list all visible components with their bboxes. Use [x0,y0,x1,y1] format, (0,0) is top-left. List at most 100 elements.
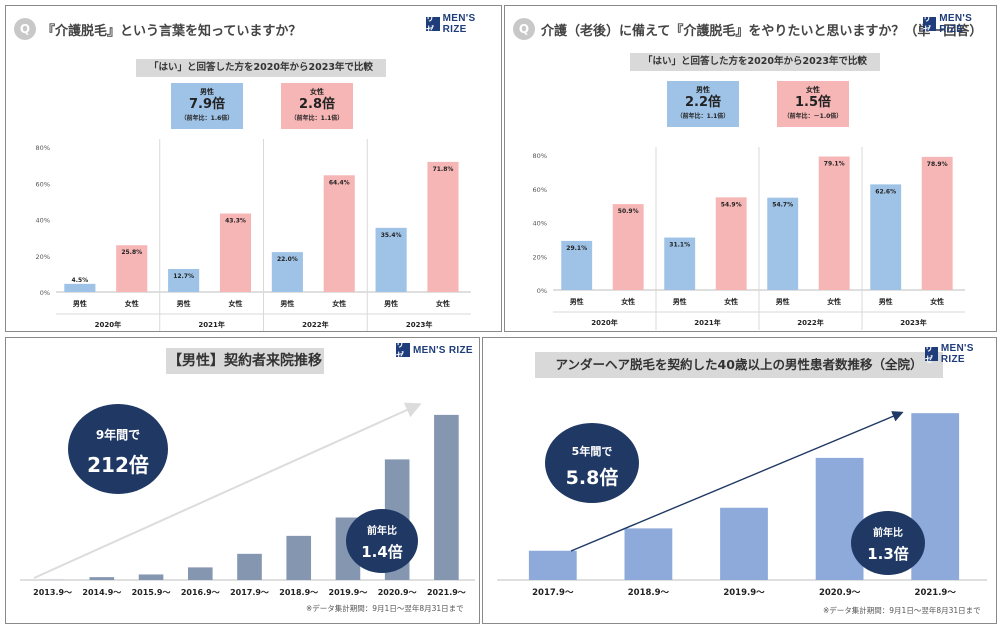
sub-category-label: 男性 [879,297,893,306]
category-label: 2022年 [797,318,823,327]
male-ratio-box: 男性 2.2倍 （前年比：1.1倍） [667,81,739,127]
yoy-label: 前年比 [873,528,903,539]
category-label: 2014.9～ [82,588,121,597]
category-label: 2016.9～ [181,588,220,597]
bar [528,550,577,580]
category-label: 2023年 [406,320,432,329]
yoy-value: 1.3倍 [867,545,909,563]
compare-caption: 「はい」と回答した方を2020年から2023年で比較 [630,53,880,71]
female-ratio-label: 女性 [310,88,324,96]
data-period-note: ※データ集計期間：9月1日～翌年8月31日まで [306,604,464,613]
logo-name: MEN'S RIZE [442,13,476,35]
female-ratio-value: 2.8倍 [298,97,336,112]
yoy-growth-badge: 前年比 1.3倍 [851,511,925,575]
logo-name: MEN'S RIZE [939,13,973,35]
sub-category-label: 男性 [776,297,790,306]
bar-女性 [612,204,644,290]
bar [624,528,673,580]
y-tick-label: 0% [537,287,547,295]
logo-name: MEN'S RIZE [413,344,473,356]
male-ratio-value: 2.2倍 [684,95,722,110]
question-text: 介護（老後）に備えて『介護脱毛』をやりたいと思いますか？（単一回答） [541,23,983,39]
panel-underhair-40plus: アンダーヘア脱毛を契約した40歳以上の男性患者数推移（全院） リゼ MEN'S … [482,337,997,624]
data-label: 79.1% [824,161,845,168]
category-label: 2020.9～ [378,588,417,597]
bar-女性 [323,175,355,292]
logo-mark: リゼ [426,14,440,34]
bar-女性 [427,161,459,292]
data-label: 62.6% [875,188,896,195]
category-label: 2018.9～ [279,588,318,597]
male-visits-chart: 2013.9～ 2014.9～ 2015.9～ 2016.9～ 2017.9～ 2018.… [20,402,475,597]
panel-title: アンダーヘア脱毛を契約した40歳以上の男性患者数推移（全院） [535,352,943,378]
five-year-growth-badge: 5年間で 5.8倍 [545,423,639,503]
data-label: 54.7% [772,202,793,209]
q-badge: Q [513,18,535,40]
bar [89,577,115,580]
male-ratio-label: 男性 [200,88,214,96]
data-label: 54.9% [721,201,742,208]
y-tick-label: 60% [533,186,547,194]
logo-mark: リゼ [396,340,410,360]
bar [187,567,213,580]
male-ratio-note: （前年比：1.1倍） [676,113,730,120]
panel-awareness: Q 『介護脱毛』という言葉を知っていますか？ リゼ MEN'S RIZE 「はい… [5,5,502,332]
data-label: 22.0% [277,256,298,263]
data-label: 4.5% [72,277,89,284]
sub-category-label: 女性 [930,297,944,306]
bar-男性 [561,240,593,290]
sub-category-label: 女性 [228,299,242,308]
question-header: Q 介護（老後）に備えて『介護脱毛』をやりたいと思いますか？（単一回答） [513,16,982,42]
bar [138,574,164,580]
male-ratio-value: 7.9倍 [188,97,226,112]
bar-女性 [219,213,252,292]
female-ratio-note: （前年比：－1.0倍） [783,113,843,120]
panel-title: 【男性】契約者来院推移 [166,348,324,374]
brand-logo: リゼ MEN'S RIZE [923,13,996,35]
category-label: 2021.9～ [427,588,466,597]
desire-chart: 0% 20% 40% 60% 80% 29.1% 男性 50.9% 女性 2020年 31.1% 男性… [533,147,965,330]
y-tick-label: 40% [533,220,547,228]
sub-category-label: 男性 [177,299,191,308]
bar-女性 [116,245,148,292]
yoy-growth-badge: 前年比 1.4倍 [346,509,418,573]
logo-name: MEN'S RIZE [940,343,974,365]
data-label: 43.3% [225,218,246,225]
category-label: 2021年 [694,318,720,327]
compare-caption: 「はい」と回答した方を2020年から2023年で比較 [136,59,386,77]
sub-category-label: 男性 [384,299,398,308]
sub-category-label: 男性 [280,299,294,308]
sub-category-label: 女性 [827,297,841,306]
data-label: 50.9% [618,208,639,215]
data-label: 12.7% [173,273,194,280]
male-ratio-label: 男性 [696,86,710,94]
female-ratio-label: 女性 [806,86,820,94]
logo-mark: リゼ [925,344,938,364]
sub-category-label: 男性 [673,297,687,306]
y-tick-label: 40% [36,217,50,225]
y-tick-label: 0% [40,289,50,297]
question-header: Q 『介護脱毛』という言葉を知っていますか？ [14,16,301,42]
logo-mark: リゼ [923,14,937,34]
growth-value: 212倍 [87,453,149,477]
y-tick-label: 80% [36,144,50,152]
y-tick-label: 80% [533,152,547,160]
category-label: 2020年 [591,318,617,327]
growth-label: 9年間で [95,428,141,442]
category-label: 2019.9～ [329,588,368,597]
awareness-chart: 0% 20% 40% 60% 80% 4.5% 男性 25.8% 女性 2020年 12.7% 男性 4… [36,139,471,331]
y-tick-label: 20% [36,253,50,261]
bar-男性 [664,237,696,290]
bar-男性 [767,197,799,290]
bar-女性 [818,156,850,290]
yoy-value: 1.4倍 [361,543,403,561]
category-label: 2019.9～ [723,588,765,598]
trend-arrow [33,402,422,579]
question-text: 『介護脱毛』という言葉を知っていますか？ [42,23,302,39]
category-label: 2020年 [95,320,121,329]
panel-desire: Q 介護（老後）に備えて『介護脱毛』をやりたいと思いますか？（単一回答） リゼ … [504,5,997,332]
bar-女性 [715,197,747,290]
y-tick-label: 60% [36,180,50,188]
male-ratio-note: （前年比：1.6倍） [180,115,234,122]
bar-男性 [168,268,200,292]
